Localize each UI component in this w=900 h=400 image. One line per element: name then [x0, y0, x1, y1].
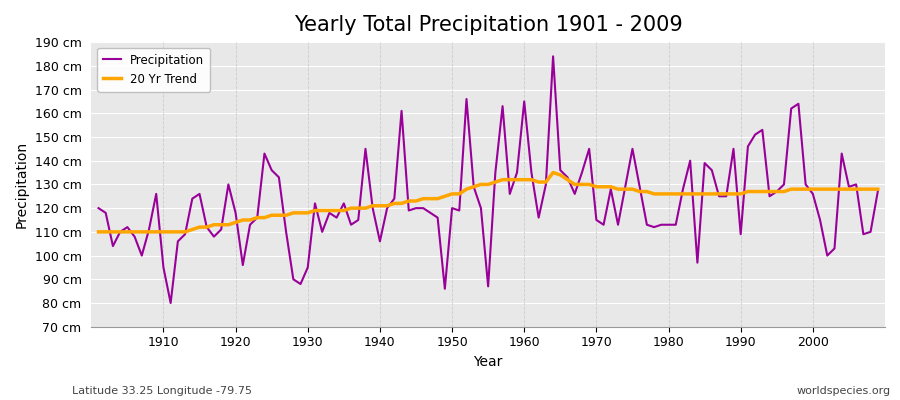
- Legend: Precipitation, 20 Yr Trend: Precipitation, 20 Yr Trend: [97, 48, 211, 92]
- Line: Precipitation: Precipitation: [98, 56, 878, 303]
- Text: Latitude 33.25 Longitude -79.75: Latitude 33.25 Longitude -79.75: [72, 386, 252, 396]
- Title: Yearly Total Precipitation 1901 - 2009: Yearly Total Precipitation 1901 - 2009: [293, 15, 682, 35]
- 20 Yr Trend: [353, 206, 364, 210]
- Precipitation: [620, 184, 631, 189]
- 20 Yr Trend: [93, 230, 104, 234]
- Precipitation: [317, 230, 328, 234]
- Precipitation: [872, 189, 883, 194]
- Precipitation: [526, 170, 536, 175]
- Precipitation: [166, 301, 176, 306]
- X-axis label: Year: Year: [473, 355, 503, 369]
- Text: worldspecies.org: worldspecies.org: [796, 386, 891, 396]
- Precipitation: [93, 206, 104, 210]
- 20 Yr Trend: [872, 187, 883, 192]
- 20 Yr Trend: [310, 208, 320, 213]
- Precipitation: [151, 192, 162, 196]
- 20 Yr Trend: [151, 230, 162, 234]
- Precipitation: [548, 54, 559, 59]
- 20 Yr Trend: [518, 177, 529, 182]
- 20 Yr Trend: [613, 187, 624, 192]
- 20 Yr Trend: [511, 177, 522, 182]
- Precipitation: [518, 99, 529, 104]
- Y-axis label: Precipitation: Precipitation: [15, 141, 29, 228]
- Precipitation: [360, 146, 371, 151]
- 20 Yr Trend: [548, 170, 559, 175]
- Line: 20 Yr Trend: 20 Yr Trend: [98, 172, 878, 232]
